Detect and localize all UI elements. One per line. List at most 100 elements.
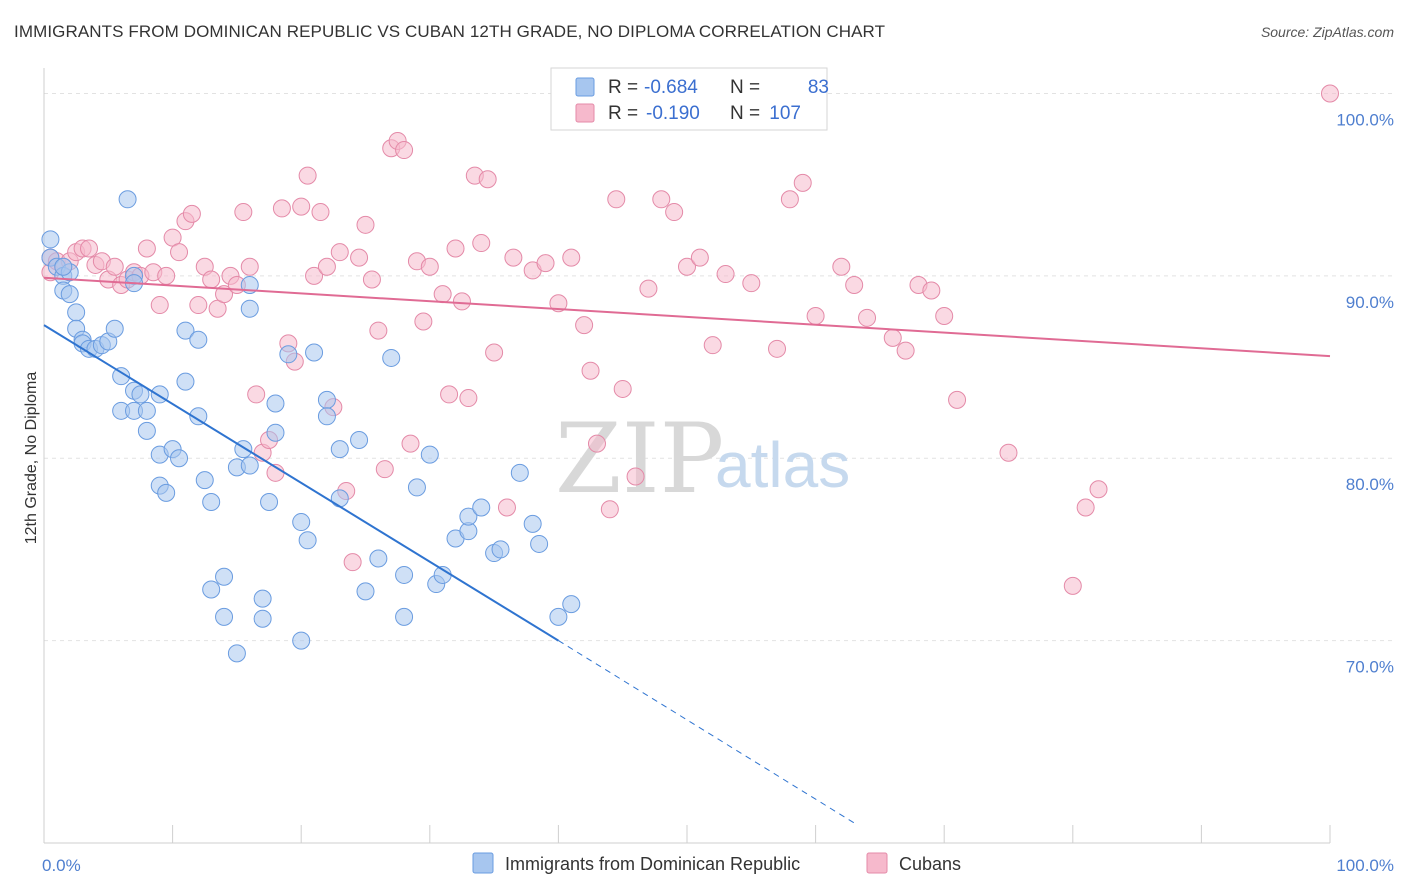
legend-label-cubans: Cubans bbox=[899, 854, 961, 874]
data-point-cubans bbox=[234, 203, 253, 222]
data-point-cubans bbox=[948, 390, 967, 409]
data-point-cubans bbox=[858, 308, 877, 327]
data-point-dominican bbox=[215, 567, 234, 586]
data-point-cubans bbox=[182, 204, 201, 223]
data-point-dominican bbox=[260, 493, 279, 511]
data-point-cubans bbox=[170, 243, 189, 262]
data-point-dominican bbox=[253, 589, 272, 608]
data-point-dominican bbox=[67, 303, 86, 322]
data-point-dominican bbox=[176, 321, 195, 340]
data-point-dominican bbox=[157, 483, 176, 502]
data-point-cubans bbox=[1076, 498, 1095, 517]
data-point-cubans bbox=[459, 389, 478, 408]
chart-title: IMMIGRANTS FROM DOMINICAN REPUBLIC VS CU… bbox=[14, 22, 886, 41]
data-point-cubans bbox=[157, 266, 176, 285]
data-point-dominican bbox=[459, 507, 478, 526]
data-point-dominican bbox=[253, 609, 272, 628]
data-point-cubans bbox=[922, 281, 941, 300]
data-point-cubans bbox=[652, 190, 671, 209]
data-point-cubans bbox=[369, 321, 388, 340]
data-point-cubans bbox=[678, 257, 696, 276]
y-tick-label: 90.0% bbox=[1346, 293, 1394, 312]
legend-r-label: R = bbox=[608, 103, 638, 124]
legend-r-value-blue: -0.684 bbox=[644, 77, 698, 98]
data-point-cubans bbox=[362, 270, 381, 289]
data-point-cubans bbox=[497, 498, 516, 517]
data-point-cubans bbox=[472, 234, 491, 253]
data-point-cubans bbox=[80, 239, 99, 258]
data-point-cubans bbox=[356, 215, 375, 234]
legend-n-value-pink: 107 bbox=[769, 103, 801, 124]
data-point-dominican bbox=[202, 493, 221, 511]
data-point-dominican bbox=[317, 390, 336, 409]
data-point-cubans bbox=[150, 296, 169, 315]
data-point-dominican bbox=[112, 367, 131, 386]
data-point-dominican bbox=[369, 549, 388, 568]
data-point-dominican bbox=[523, 514, 542, 533]
data-point-cubans bbox=[105, 257, 124, 276]
data-point-cubans bbox=[690, 248, 709, 267]
data-point-dominican bbox=[195, 471, 214, 490]
data-point-cubans bbox=[298, 166, 317, 185]
data-point-dominican bbox=[407, 478, 426, 497]
y-tick-labels: 100.0% 90.0% 80.0% 70.0% bbox=[1336, 111, 1394, 677]
data-point-cubans bbox=[189, 296, 208, 315]
legend-swatch-pink bbox=[575, 103, 595, 123]
legend-n-label: N = bbox=[730, 103, 760, 124]
watermark-zip: ZIP bbox=[555, 403, 724, 515]
data-point-cubans bbox=[420, 257, 439, 276]
data-point-cubans bbox=[883, 328, 902, 347]
data-point-cubans bbox=[806, 307, 825, 325]
data-point-cubans bbox=[292, 197, 311, 216]
data-point-dominican bbox=[420, 445, 439, 464]
data-point-cubans bbox=[202, 270, 221, 289]
axes bbox=[43, 68, 1331, 844]
x-tick-label-min: 0.0% bbox=[42, 856, 81, 875]
data-point-cubans bbox=[562, 248, 581, 267]
data-point-dominican bbox=[105, 319, 124, 338]
y-tick-label: 70.0% bbox=[1346, 658, 1394, 677]
data-point-cubans bbox=[305, 266, 324, 285]
data-point-cubans bbox=[414, 312, 433, 331]
data-point-cubans bbox=[999, 443, 1018, 462]
data-point-cubans bbox=[485, 343, 504, 362]
data-point-cubans bbox=[1063, 576, 1082, 595]
data-point-dominican bbox=[330, 440, 349, 459]
data-point-cubans bbox=[896, 341, 915, 360]
data-point-dominican bbox=[41, 230, 60, 249]
trend-line-cubans bbox=[43, 276, 1331, 358]
data-point-dominican bbox=[227, 644, 246, 663]
data-point-dominican bbox=[189, 407, 208, 426]
data-point-cubans bbox=[793, 173, 812, 192]
data-point-dominican bbox=[137, 401, 156, 420]
data-point-dominican bbox=[240, 456, 259, 475]
data-point-cubans bbox=[716, 265, 735, 284]
data-point-cubans bbox=[613, 379, 632, 398]
data-point-cubans bbox=[375, 460, 394, 479]
data-point-dominican bbox=[530, 534, 549, 553]
legend-r-label: R = bbox=[608, 77, 638, 98]
legend-swatch-blue bbox=[575, 77, 595, 97]
data-point-cubans bbox=[832, 257, 851, 276]
data-point-cubans bbox=[452, 292, 471, 311]
watermark-atlas: atlas bbox=[715, 429, 850, 501]
data-point-dominican bbox=[131, 385, 150, 404]
data-point-dominican bbox=[305, 343, 324, 362]
trend-lines bbox=[43, 276, 1331, 824]
data-point-dominican bbox=[549, 607, 568, 626]
data-point-dominican bbox=[137, 421, 156, 440]
data-point-dominican bbox=[298, 531, 317, 550]
x-tick-label-max: 100.0% bbox=[1336, 856, 1394, 875]
data-point-cubans bbox=[504, 248, 523, 267]
data-point-cubans bbox=[845, 276, 864, 294]
data-point-cubans bbox=[626, 467, 645, 486]
data-point-cubans bbox=[343, 553, 362, 572]
data-point-cubans bbox=[742, 274, 761, 293]
data-point-dominican bbox=[472, 498, 491, 517]
data-point-dominican bbox=[350, 431, 369, 449]
data-point-dominican bbox=[118, 190, 137, 209]
data-point-cubans bbox=[1321, 84, 1339, 103]
data-point-dominican bbox=[491, 540, 510, 559]
data-point-cubans bbox=[478, 170, 497, 189]
